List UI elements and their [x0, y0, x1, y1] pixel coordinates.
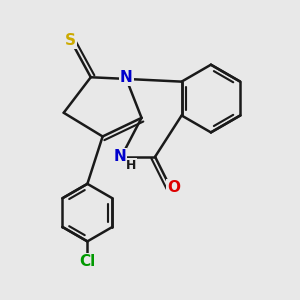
- Text: O: O: [167, 180, 180, 195]
- Text: S: S: [65, 32, 76, 47]
- Text: H: H: [126, 159, 136, 172]
- Text: Cl: Cl: [79, 254, 95, 269]
- Text: N: N: [120, 70, 133, 85]
- Text: N: N: [113, 149, 126, 164]
